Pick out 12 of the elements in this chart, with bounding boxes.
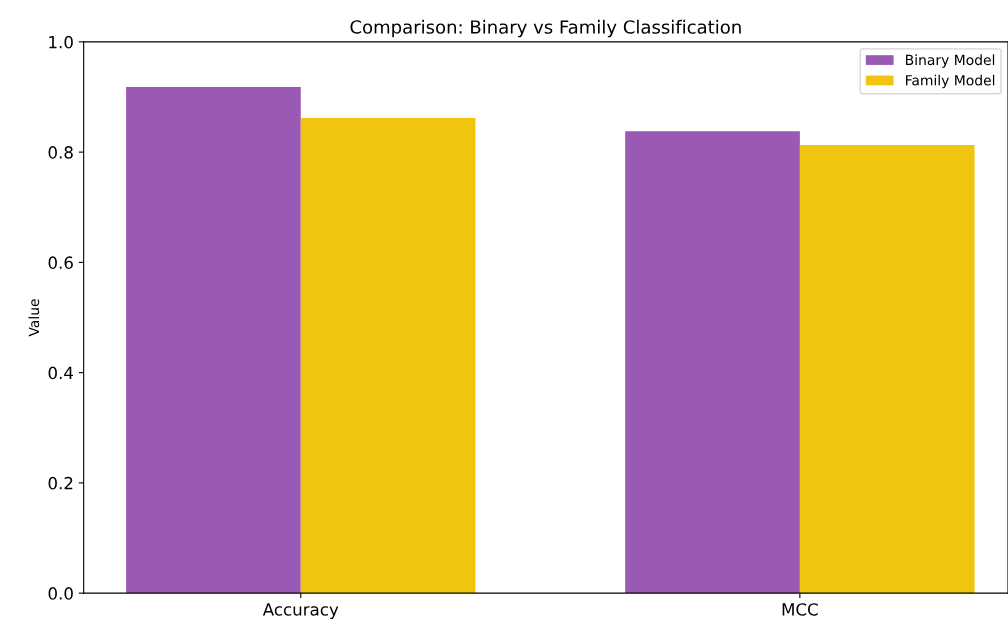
y-tick-label: 0.2	[48, 476, 73, 490]
y-tick-label: 0.6	[48, 256, 73, 269]
y-tick-label: 0.8	[48, 146, 73, 159]
y-tick-label: 1.0	[49, 35, 73, 49]
x-tick-label: MCC	[782, 603, 818, 616]
legend-label: Family Model	[906, 74, 995, 89]
chart-title: Comparison: Binary vs Family Classification	[350, 19, 741, 38]
legend-label: Binary Model	[906, 54, 995, 68]
y-axis-title: Value	[28, 299, 40, 337]
y-tick-label: 0.0	[48, 587, 73, 600]
y-tick-label: 0.4	[48, 366, 74, 380]
x-tick-label: Accuracy	[262, 603, 339, 619]
